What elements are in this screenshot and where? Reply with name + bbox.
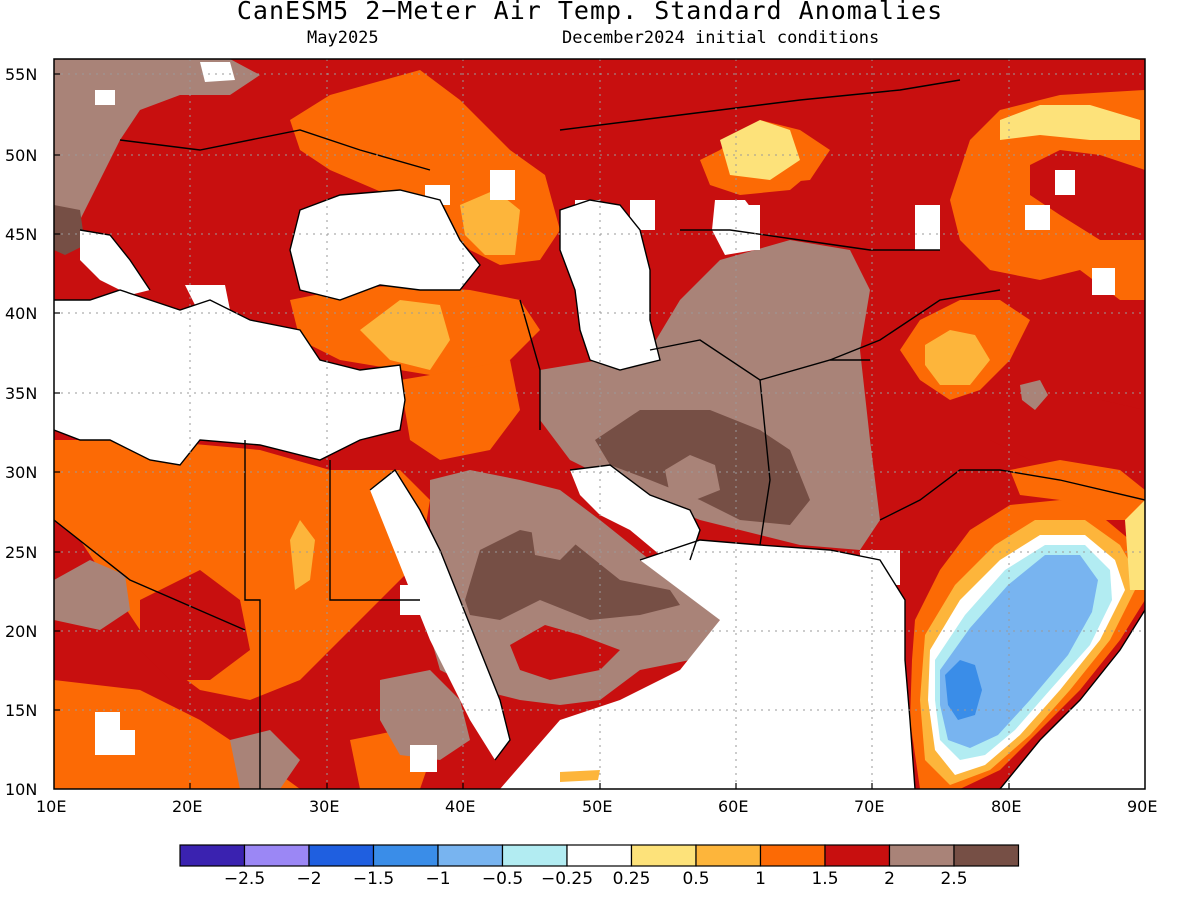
mask-eu-top-2: [200, 62, 235, 82]
lon-label: 10E: [36, 797, 66, 816]
colorbar-tick-label: 2.5: [940, 869, 968, 889]
field-darkbrown-italy: [54, 205, 85, 255]
lat-label: 50N: [5, 146, 37, 165]
colorbar-tick-label: −0.5: [481, 869, 524, 889]
field-brown-yemen: [380, 670, 470, 760]
field-brown-red-sea: [530, 510, 580, 560]
field-yellow-china-north: [1000, 105, 1140, 140]
field-yellow-turkey: [360, 300, 450, 370]
colorbar-swatch: [437, 844, 504, 867]
initial-conditions-label: December2024 initial conditions: [562, 28, 880, 48]
mask-arabian-sea: [500, 540, 915, 789]
field-yellow-egypt: [290, 520, 315, 590]
colorbar-swatch: [630, 844, 697, 867]
lat-label: 45N: [5, 225, 37, 244]
colorbar-swatch: [372, 844, 439, 867]
field-red-libya: [140, 570, 250, 680]
mask-persian-gulf: [570, 465, 700, 560]
colorbar-tick-label: −1: [425, 869, 451, 889]
field-yellow-kazakhstan: [720, 120, 800, 180]
lon-label: 60E: [718, 797, 748, 816]
field-brown-sudan-south: [230, 730, 300, 789]
graticule: [54, 59, 1145, 789]
mask-red-sea: [370, 470, 510, 760]
mask-bay-of-bengal: [1000, 610, 1145, 789]
field-orange-nepal: [1010, 460, 1145, 520]
lon-label: 90E: [1127, 797, 1157, 816]
field-yellow-gulf-aden: [560, 770, 600, 782]
colorbar-tick-label: 1.5: [811, 869, 839, 889]
valid-month-label: May2025: [307, 28, 379, 48]
colorbar-tick-label: −1.5: [352, 869, 395, 889]
lon-label: 50E: [582, 797, 612, 816]
field-brown-west-africa: [54, 560, 130, 630]
lat-label: 30N: [5, 463, 37, 482]
colorbar-swatch: [179, 844, 246, 867]
mask-mediterranean: [54, 290, 405, 465]
mask-adriatic: [80, 230, 150, 295]
colorbar-swatch: [566, 844, 633, 867]
lon-label: 40E: [445, 797, 475, 816]
lon-label: 80E: [991, 797, 1021, 816]
longitude-labels: 10E 20E 30E 40E 50E 60E 70E 80E 90E: [36, 797, 1157, 816]
colorbar-swatch: [824, 844, 891, 867]
lat-label: 20N: [5, 622, 37, 641]
colorbar-swatch: [695, 844, 762, 867]
map-title: CanESM5 2−Meter Air Temp. Standard Anoma…: [236, 0, 944, 25]
lat-label: 15N: [5, 701, 37, 720]
colorbar-swatch: [759, 844, 826, 867]
lon-label: 70E: [854, 797, 884, 816]
colorbar-tick-label: 2: [884, 869, 895, 889]
lat-label: 55N: [5, 65, 37, 84]
colorbar-swatch: [888, 844, 955, 867]
colorbar-tick-label: −2.5: [223, 869, 266, 889]
field-darkbrown-arabia: [465, 530, 680, 620]
field-yellow-bay: [1125, 500, 1145, 590]
axis-ticks: [54, 73, 1010, 789]
field-lightblue-india: [940, 555, 1098, 748]
latitude-labels: 55N 50N 45N 40N 35N 30N 25N 20N 15N 10N: [5, 65, 37, 799]
lat-label: 10N: [5, 780, 37, 799]
colorbar-swatch: [243, 844, 310, 867]
lat-label: 35N: [5, 384, 37, 403]
anomaly-field: [54, 59, 1145, 789]
colorbar: [179, 844, 1020, 867]
field-orange-levant: [400, 360, 520, 460]
field-yellow-ukraine: [460, 190, 520, 255]
colorbar-swatch: [953, 844, 1020, 867]
field-red-arabia-south: [510, 625, 620, 680]
colorbar-tick-label: −2: [296, 869, 322, 889]
field-brown-small: [1020, 380, 1048, 410]
lon-label: 30E: [309, 797, 339, 816]
lon-label: 20E: [172, 797, 202, 816]
lat-label: 40N: [5, 304, 37, 323]
field-yellow-pakistan: [925, 330, 990, 385]
colorbar-tick-label: 0.25: [612, 869, 651, 889]
mask-eu-top-1: [95, 90, 115, 105]
colorbar-tick-label: 0.5: [682, 869, 710, 889]
coastlines: [54, 79, 1145, 789]
mask-balkan-patch: [185, 285, 230, 315]
mask-black-sea: [290, 190, 480, 300]
lat-label: 25N: [5, 543, 37, 562]
colorbar-tick-label: 1: [755, 869, 766, 889]
colorbar-tick-label: −0.25: [540, 869, 594, 889]
field-brown-iran-core: [665, 455, 720, 500]
field-blue-india: [945, 660, 982, 720]
mask-caspian: [560, 200, 660, 370]
colorbar-swatch: [501, 844, 568, 867]
field-red-tibet: [990, 390, 1145, 480]
colorbar-swatch: [308, 844, 375, 867]
